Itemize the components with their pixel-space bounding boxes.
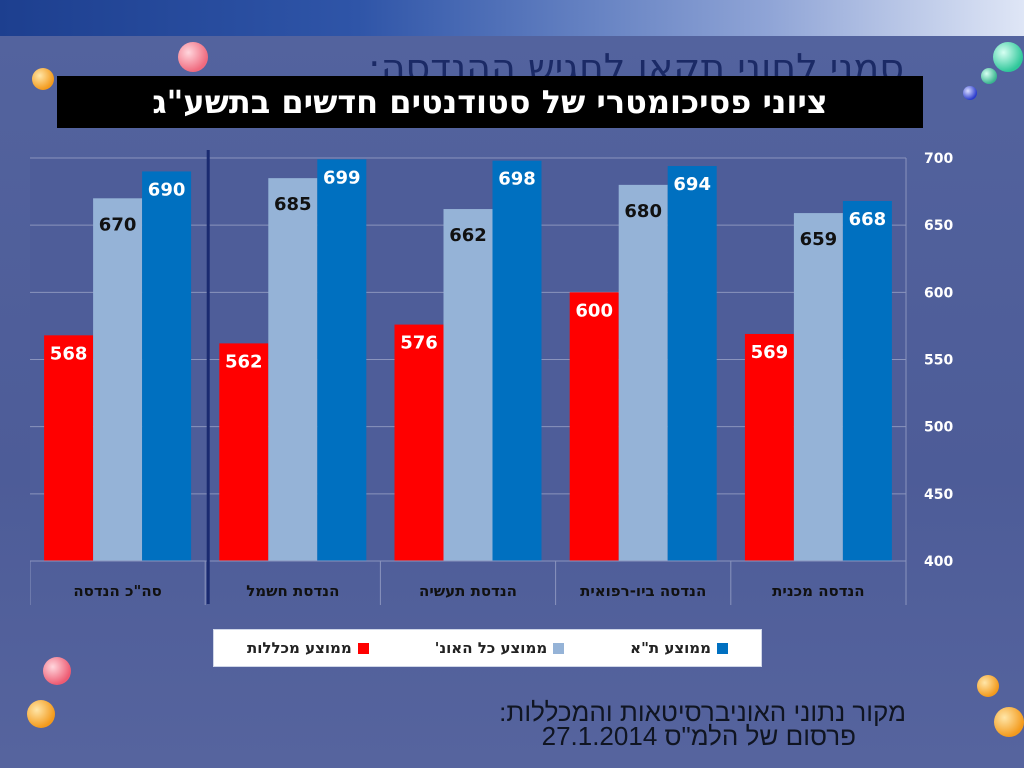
data-label: 562 (225, 351, 263, 372)
legend-item: ממוצע ת"א (630, 639, 729, 657)
data-label: 670 (99, 214, 137, 235)
data-label: 600 (575, 300, 613, 321)
y-tick-label: 700 (924, 151, 953, 167)
source-note: מקור נתוני האוניברסיטאות והמכללות: פרסום… (499, 697, 906, 751)
legend-label: ממוצע כל האונ' (434, 639, 548, 657)
decor-bubble-7 (27, 700, 55, 728)
y-tick-label: 400 (924, 554, 953, 570)
decor-bubble-4 (981, 68, 997, 84)
decor-bubble-5 (963, 86, 977, 100)
data-label: 568 (50, 343, 88, 364)
chart-legend: ממוצע מכללות ממוצע כל האונ' ממוצע ת"א (213, 629, 762, 667)
data-label: 690 (148, 179, 186, 200)
bar (793, 213, 843, 561)
bar (744, 333, 794, 561)
y-tick-label: 500 (924, 420, 953, 436)
bar-chart: 400 450 500 550 600 650 700 569 659 668 הנדסה מכני… (30, 150, 953, 605)
x-tick-label: הנדסה מכנית (772, 582, 864, 600)
decor-bubble-1 (32, 68, 54, 90)
bar (492, 160, 542, 562)
data-label: 668 (849, 209, 887, 230)
source-line-1: מקור נתוני האוניברסיטאות והמכללות: (499, 697, 906, 727)
y-tick-label: 450 (924, 487, 953, 503)
decor-bubble-9 (994, 707, 1024, 737)
x-tick-label: הנדסת תעשיה (419, 582, 517, 600)
y-tick-label: 550 (924, 353, 953, 369)
chart-title: ציוני פסיכומטרי של סטודנטים חדשים בתשע"ג (57, 76, 923, 128)
data-label: 662 (449, 225, 487, 246)
decor-bubble-8 (977, 675, 999, 697)
bar (44, 335, 94, 561)
data-label: 699 (323, 167, 361, 188)
legend-swatch (357, 642, 369, 654)
bar (93, 198, 143, 562)
x-tick-label: סה"כ הנדסה (73, 582, 161, 600)
data-label: 569 (751, 342, 789, 363)
y-tick-label: 600 (924, 285, 953, 301)
data-label: 576 (400, 333, 438, 354)
bar (394, 324, 444, 561)
legend-label: ממוצע ת"א (630, 639, 712, 657)
x-tick-label: הנדסה ביו-רפואית (580, 582, 706, 600)
data-label: 659 (800, 229, 838, 250)
bar (219, 343, 269, 561)
data-label: 694 (673, 174, 711, 195)
decor-bubble-2 (178, 42, 208, 72)
data-label: 698 (498, 169, 536, 190)
bar (443, 209, 493, 561)
title-bar (0, 0, 1024, 36)
bar (667, 166, 717, 561)
bar (842, 200, 892, 561)
source-line-2: פרסום של הלמ"ס 27.1.2014 (541, 721, 856, 751)
bar (569, 292, 619, 561)
x-tick-label: הנדסת חשמל (246, 582, 339, 600)
legend-label: ממוצע מכללות (247, 639, 352, 657)
y-tick-label: 650 (924, 218, 953, 234)
data-label: 680 (624, 201, 662, 222)
decor-bubble-6 (43, 657, 71, 685)
legend-item: ממוצע כל האונ' (434, 639, 565, 657)
bar (618, 184, 668, 561)
legend-item: ממוצע מכללות (247, 639, 369, 657)
decor-bubble-3 (993, 42, 1023, 72)
legend-swatch (717, 642, 729, 654)
data-label: 685 (274, 194, 312, 215)
legend-swatch (553, 642, 565, 654)
bar (142, 171, 192, 561)
bar (317, 159, 367, 562)
bar (268, 178, 318, 561)
